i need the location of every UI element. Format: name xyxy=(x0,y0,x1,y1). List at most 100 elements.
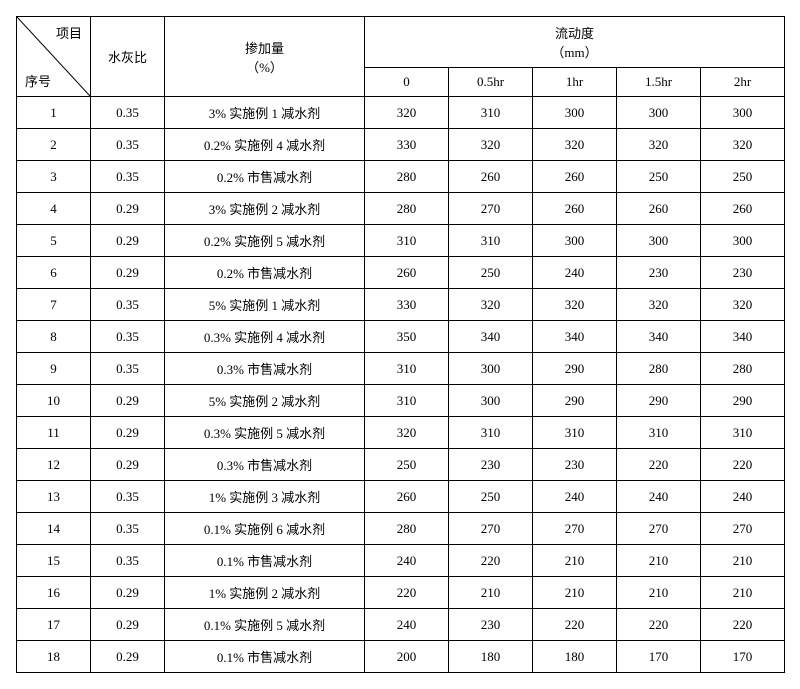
t0-cell: 240 xyxy=(365,545,449,577)
additive-cell: 0.2% 市售减水剂 xyxy=(165,161,365,193)
additive-cell: 0.2% 实施例 4 减水剂 xyxy=(165,129,365,161)
wc-cell: 0.29 xyxy=(91,577,165,609)
header-fluidity-label: 流动度 xyxy=(555,26,594,41)
t05-cell: 310 xyxy=(449,417,533,449)
t0-cell: 280 xyxy=(365,161,449,193)
t1-cell: 300 xyxy=(533,225,617,257)
t2-cell: 260 xyxy=(701,193,785,225)
t0-cell: 200 xyxy=(365,641,449,673)
header-water-cement-label: 水灰比 xyxy=(108,50,147,65)
t15-cell: 230 xyxy=(617,257,701,289)
t1-cell: 300 xyxy=(533,97,617,129)
t0-cell: 240 xyxy=(365,609,449,641)
t0-cell: 310 xyxy=(365,385,449,417)
table-row: 30.350.2% 市售减水剂280260260250250 xyxy=(17,161,785,193)
wc-cell: 0.29 xyxy=(91,417,165,449)
t1-cell: 270 xyxy=(533,513,617,545)
seq-cell: 15 xyxy=(17,545,91,577)
wc-cell: 0.35 xyxy=(91,481,165,513)
t0-cell: 280 xyxy=(365,513,449,545)
additive-cell: 0.1% 市售减水剂 xyxy=(165,545,365,577)
t2-cell: 220 xyxy=(701,449,785,481)
t15-cell: 310 xyxy=(617,417,701,449)
t15-cell: 300 xyxy=(617,225,701,257)
wc-cell: 0.29 xyxy=(91,609,165,641)
t1-cell: 210 xyxy=(533,577,617,609)
t05-cell: 250 xyxy=(449,257,533,289)
header-time-2: 2hr xyxy=(701,68,785,97)
t15-cell: 220 xyxy=(617,609,701,641)
seq-cell: 9 xyxy=(17,353,91,385)
seq-cell: 2 xyxy=(17,129,91,161)
header-fluidity-unit: （mm） xyxy=(551,45,597,60)
table-row: 160.291% 实施例 2 减水剂220210210210210 xyxy=(17,577,785,609)
header-additive-unit: （%） xyxy=(246,60,283,75)
t15-cell: 300 xyxy=(617,97,701,129)
t2-cell: 210 xyxy=(701,545,785,577)
t15-cell: 210 xyxy=(617,577,701,609)
seq-cell: 1 xyxy=(17,97,91,129)
t1-cell: 260 xyxy=(533,161,617,193)
wc-cell: 0.35 xyxy=(91,289,165,321)
t1-cell: 220 xyxy=(533,609,617,641)
t1-cell: 320 xyxy=(533,289,617,321)
seq-cell: 10 xyxy=(17,385,91,417)
additive-cell: 0.3% 实施例 4 减水剂 xyxy=(165,321,365,353)
additive-cell: 0.3% 实施例 5 减水剂 xyxy=(165,417,365,449)
additive-cell: 3% 实施例 1 减水剂 xyxy=(165,97,365,129)
t05-cell: 230 xyxy=(449,449,533,481)
t1-cell: 290 xyxy=(533,353,617,385)
wc-cell: 0.29 xyxy=(91,385,165,417)
t15-cell: 220 xyxy=(617,449,701,481)
t0-cell: 320 xyxy=(365,417,449,449)
table-row: 120.290.3% 市售减水剂250230230220220 xyxy=(17,449,785,481)
wc-cell: 0.35 xyxy=(91,321,165,353)
seq-cell: 8 xyxy=(17,321,91,353)
additive-cell: 5% 实施例 2 减水剂 xyxy=(165,385,365,417)
t05-cell: 220 xyxy=(449,545,533,577)
t05-cell: 250 xyxy=(449,481,533,513)
t2-cell: 290 xyxy=(701,385,785,417)
additive-cell: 5% 实施例 1 减水剂 xyxy=(165,289,365,321)
table-head: 项目 序号 水灰比 掺加量 （%） 流动度 （mm） 0 0.5hr 1hr 1… xyxy=(17,17,785,97)
t0-cell: 220 xyxy=(365,577,449,609)
t15-cell: 240 xyxy=(617,481,701,513)
table-row: 40.293% 实施例 2 减水剂280270260260260 xyxy=(17,193,785,225)
table-row: 70.355% 实施例 1 减水剂330320320320320 xyxy=(17,289,785,321)
additive-cell: 0.1% 实施例 5 减水剂 xyxy=(165,609,365,641)
additive-cell: 1% 实施例 2 减水剂 xyxy=(165,577,365,609)
table-row: 10.353% 实施例 1 减水剂320310300300300 xyxy=(17,97,785,129)
t15-cell: 270 xyxy=(617,513,701,545)
seq-cell: 18 xyxy=(17,641,91,673)
seq-cell: 14 xyxy=(17,513,91,545)
table-row: 140.350.1% 实施例 6 减水剂280270270270270 xyxy=(17,513,785,545)
table-row: 20.350.2% 实施例 4 减水剂330320320320320 xyxy=(17,129,785,161)
t2-cell: 270 xyxy=(701,513,785,545)
seq-cell: 12 xyxy=(17,449,91,481)
t0-cell: 260 xyxy=(365,481,449,513)
t05-cell: 260 xyxy=(449,161,533,193)
t1-cell: 340 xyxy=(533,321,617,353)
t1-cell: 240 xyxy=(533,257,617,289)
t0-cell: 250 xyxy=(365,449,449,481)
t0-cell: 310 xyxy=(365,353,449,385)
seq-cell: 5 xyxy=(17,225,91,257)
t2-cell: 240 xyxy=(701,481,785,513)
t05-cell: 310 xyxy=(449,225,533,257)
t1-cell: 260 xyxy=(533,193,617,225)
seq-cell: 17 xyxy=(17,609,91,641)
t2-cell: 280 xyxy=(701,353,785,385)
header-time-05: 0.5hr xyxy=(449,68,533,97)
t05-cell: 320 xyxy=(449,289,533,321)
additive-cell: 0.2% 实施例 5 减水剂 xyxy=(165,225,365,257)
seq-cell: 16 xyxy=(17,577,91,609)
table-body: 10.353% 实施例 1 减水剂32031030030030020.350.2… xyxy=(17,97,785,673)
t2-cell: 320 xyxy=(701,129,785,161)
t05-cell: 300 xyxy=(449,353,533,385)
additive-cell: 0.3% 市售减水剂 xyxy=(165,449,365,481)
table-row: 50.290.2% 实施例 5 减水剂310310300300300 xyxy=(17,225,785,257)
header-fluidity: 流动度 （mm） xyxy=(365,17,785,68)
t05-cell: 230 xyxy=(449,609,533,641)
t15-cell: 290 xyxy=(617,385,701,417)
t05-cell: 180 xyxy=(449,641,533,673)
